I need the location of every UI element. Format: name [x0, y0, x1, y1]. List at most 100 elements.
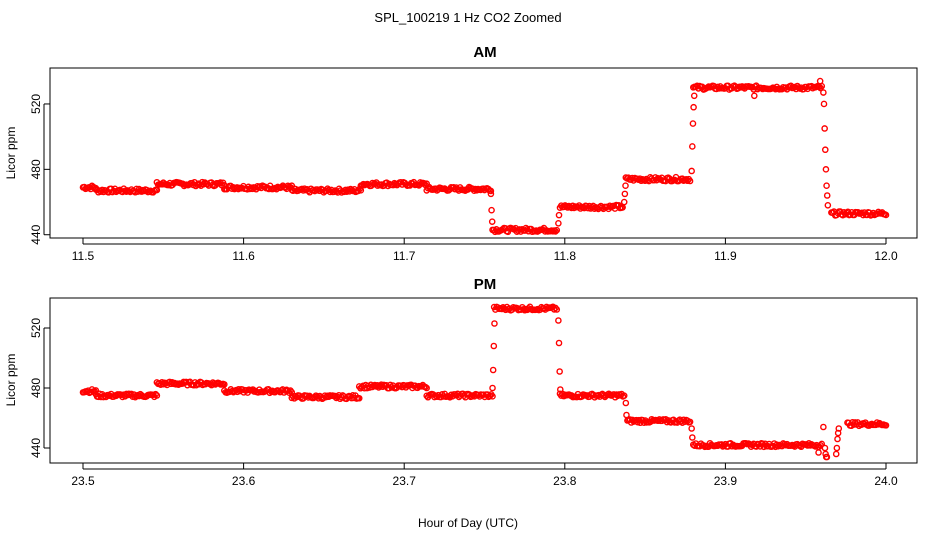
am-data-point: [823, 182, 830, 189]
pm-data-point: [688, 425, 695, 432]
pm-data-point: [555, 339, 563, 347]
am-data-point: [821, 125, 828, 132]
pm-data-point: [355, 394, 363, 402]
pm-data-point: [553, 306, 561, 313]
pm-data-point: [550, 306, 558, 313]
am-data-point: [553, 226, 561, 234]
pm-plot-frame: [49, 297, 918, 464]
pm-data-point: [821, 444, 829, 452]
am-data-point: [621, 190, 629, 198]
am-data-point: [751, 92, 758, 100]
am-axes: 11.5 11.6 11.7 11.8 11.9 12.0 440 480 520: [29, 94, 898, 263]
pm-x-tick-label: 23.6: [232, 474, 256, 488]
pm-axes: 23.5 23.6 23.7 23.8 23.9 24.0 440 480 520: [29, 318, 898, 488]
pm-data-point: [834, 435, 841, 443]
am-data-point: [689, 120, 697, 127]
pm-data-point: [489, 393, 496, 400]
pm-data-point: [490, 342, 498, 350]
pm-x-tick-label: 24.0: [874, 474, 898, 488]
am-data-point: [688, 167, 695, 175]
am-panel: AM Licor ppm 11.5 11.6 11.7 11.8 11.9 12.0 440…: [4, 44, 918, 263]
am-data-point: [882, 211, 890, 219]
pm-data-point: [557, 386, 564, 393]
pm-data-point: [832, 450, 840, 458]
pm-data-point: [486, 392, 494, 400]
pm-data-point: [555, 317, 562, 324]
am-data-point: [552, 228, 559, 235]
am-data-point: [816, 77, 824, 85]
pm-data-point: [221, 381, 228, 388]
pm-panel-title: PM: [474, 276, 497, 293]
am-plot-frame: [49, 67, 918, 239]
pm-data-point: [882, 422, 890, 429]
pm-data-point: [818, 440, 826, 448]
am-data-point: [330, 188, 338, 196]
x-axis-label: Hour of Day (UTC): [418, 516, 518, 530]
am-data-points: [79, 77, 890, 236]
pm-data-point: [623, 411, 630, 419]
pm-data-point: [423, 384, 430, 392]
pm-y-axis-label: Licor ppm: [4, 354, 18, 407]
pm-data-point: [380, 381, 388, 389]
am-data-point: [686, 177, 694, 185]
am-data-point: [555, 219, 562, 227]
pm-data-point: [182, 378, 190, 386]
am-y-axis-label: Licor ppm: [4, 127, 18, 180]
pm-data-point: [833, 444, 841, 452]
am-data-point: [690, 92, 698, 100]
pm-data-points: [79, 303, 890, 461]
am-data-point: [416, 179, 424, 186]
am-y-tick-label: 440: [29, 224, 43, 244]
am-data-point: [488, 206, 495, 214]
am-y-tick-label: 520: [29, 94, 43, 114]
pm-panel: PM Licor ppm 23.5 23.6 23.7 23.8 23.9 24.0 440…: [4, 276, 918, 488]
am-data-point: [689, 143, 696, 150]
am-data-point: [622, 182, 629, 189]
pm-data-point: [620, 392, 628, 399]
am-panel-title: AM: [473, 44, 496, 61]
pm-data-point: [622, 399, 630, 407]
am-x-tick-label: 11.8: [554, 249, 577, 263]
am-data-point: [820, 89, 827, 96]
am-data-point: [824, 202, 832, 209]
pm-data-point: [774, 442, 782, 450]
am-x-tick-label: 12.0: [874, 249, 898, 263]
pm-data-point: [152, 390, 159, 398]
pm-data-point: [92, 387, 100, 394]
figure-title: SPL_100219 1 Hz CO2 Zoomed: [374, 10, 561, 25]
pm-data-point: [820, 423, 827, 431]
pm-x-tick-label: 23.7: [393, 474, 417, 488]
pm-x-tick-label: 23.9: [714, 474, 738, 488]
pm-x-tick-label: 23.5: [71, 474, 95, 488]
pm-data-point: [689, 434, 696, 441]
am-x-tick-label: 11.5: [72, 249, 95, 263]
pm-data-point: [489, 384, 496, 392]
pm-y-tick-label: 440: [29, 438, 43, 458]
pm-data-point: [489, 366, 497, 374]
pm-y-tick-label: 520: [29, 318, 43, 338]
am-data-point: [823, 192, 831, 199]
am-data-point: [820, 100, 828, 108]
pm-data-point: [153, 392, 161, 399]
pm-data-point: [817, 441, 824, 449]
pm-x-tick-label: 23.8: [553, 474, 577, 488]
am-data-point: [487, 187, 495, 195]
pm-data-point: [556, 368, 563, 375]
am-data-point: [488, 218, 496, 225]
am-y-tick-label: 480: [29, 159, 43, 179]
am-data-point: [620, 198, 628, 206]
pm-data-point: [815, 449, 822, 456]
am-data-point: [690, 103, 697, 111]
am-data-point: [487, 190, 495, 198]
pm-y-tick-label: 480: [29, 378, 43, 398]
am-data-point: [822, 166, 830, 173]
am-data-point: [555, 211, 563, 219]
am-x-tick-label: 11.9: [714, 249, 737, 263]
pm-data-point: [823, 453, 831, 461]
pm-data-point: [686, 418, 694, 426]
am-data-point: [606, 202, 614, 210]
am-data-point: [821, 146, 829, 154]
pm-data-point: [491, 320, 498, 327]
am-x-tick-label: 11.7: [393, 249, 416, 263]
